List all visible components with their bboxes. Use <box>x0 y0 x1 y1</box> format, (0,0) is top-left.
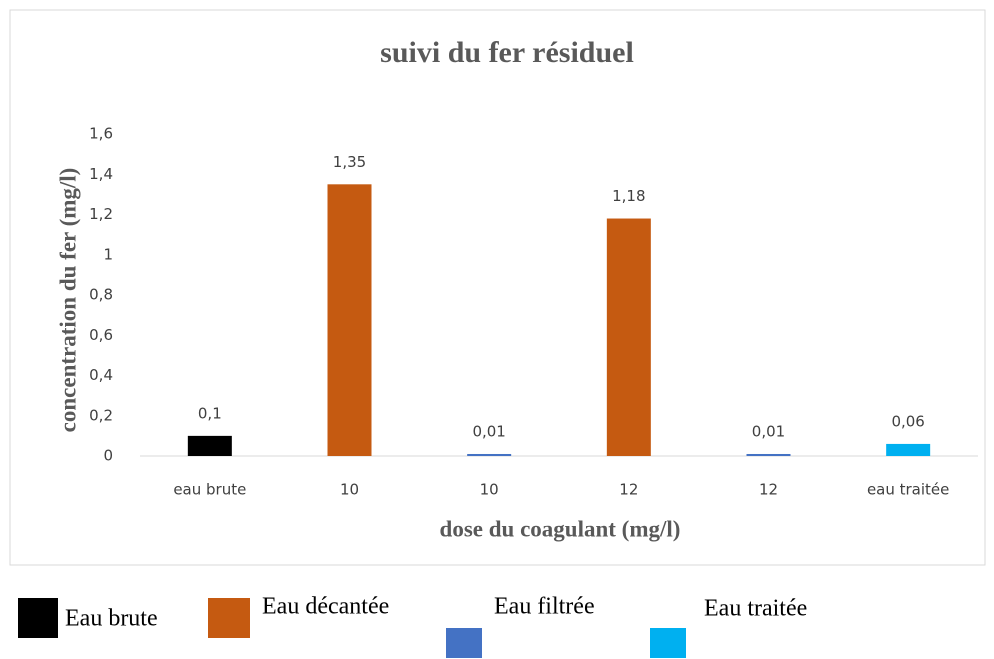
legend-swatch <box>18 598 58 638</box>
x-axis-label: dose du coagulant (mg/l) <box>440 516 681 541</box>
chart-title: suivi du fer résiduel <box>380 36 634 69</box>
x-tick-label: 12 <box>619 481 638 499</box>
y-tick-label: 1,4 <box>89 165 113 183</box>
data-label: 1,18 <box>612 187 645 205</box>
bar <box>327 184 372 456</box>
legend-label: Eau traitée <box>704 596 807 622</box>
y-tick-label: 0,6 <box>89 326 113 344</box>
x-tick-label: 10 <box>340 481 359 499</box>
y-tick-label: 1,2 <box>89 205 113 223</box>
legend-label: Eau décantée <box>262 594 389 620</box>
legend-swatch <box>446 628 482 658</box>
y-tick-label: 0,8 <box>89 286 113 304</box>
bar <box>187 435 232 456</box>
y-tick-label: 1,6 <box>89 125 113 143</box>
legend-swatch <box>650 628 686 658</box>
x-tick-label: 12 <box>759 481 778 499</box>
chart-frame <box>9 9 986 566</box>
data-label: 0,1 <box>198 404 222 422</box>
data-label: 1,35 <box>333 153 366 171</box>
x-tick-label: eau traitée <box>867 481 949 499</box>
legend-swatch <box>208 598 250 638</box>
y-tick-label: 0,4 <box>89 366 113 384</box>
x-tick-label: eau brute <box>173 481 246 499</box>
legend-label: Eau brute <box>65 606 158 632</box>
data-label: 0,01 <box>472 422 505 440</box>
x-tick-label: 10 <box>480 481 499 499</box>
data-label: 0,06 <box>891 412 924 430</box>
bar <box>886 443 931 456</box>
legend-label: Eau filtrée <box>494 594 595 620</box>
y-tick-label: 0,2 <box>89 406 113 424</box>
y-tick-label: 1 <box>103 245 113 263</box>
y-tick-label: 0 <box>103 447 113 465</box>
bar <box>467 453 512 456</box>
y-axis-label: concentration du fer (mg/l) <box>55 168 80 433</box>
bar <box>746 453 791 456</box>
bar <box>606 218 651 456</box>
data-label: 0,01 <box>752 422 785 440</box>
